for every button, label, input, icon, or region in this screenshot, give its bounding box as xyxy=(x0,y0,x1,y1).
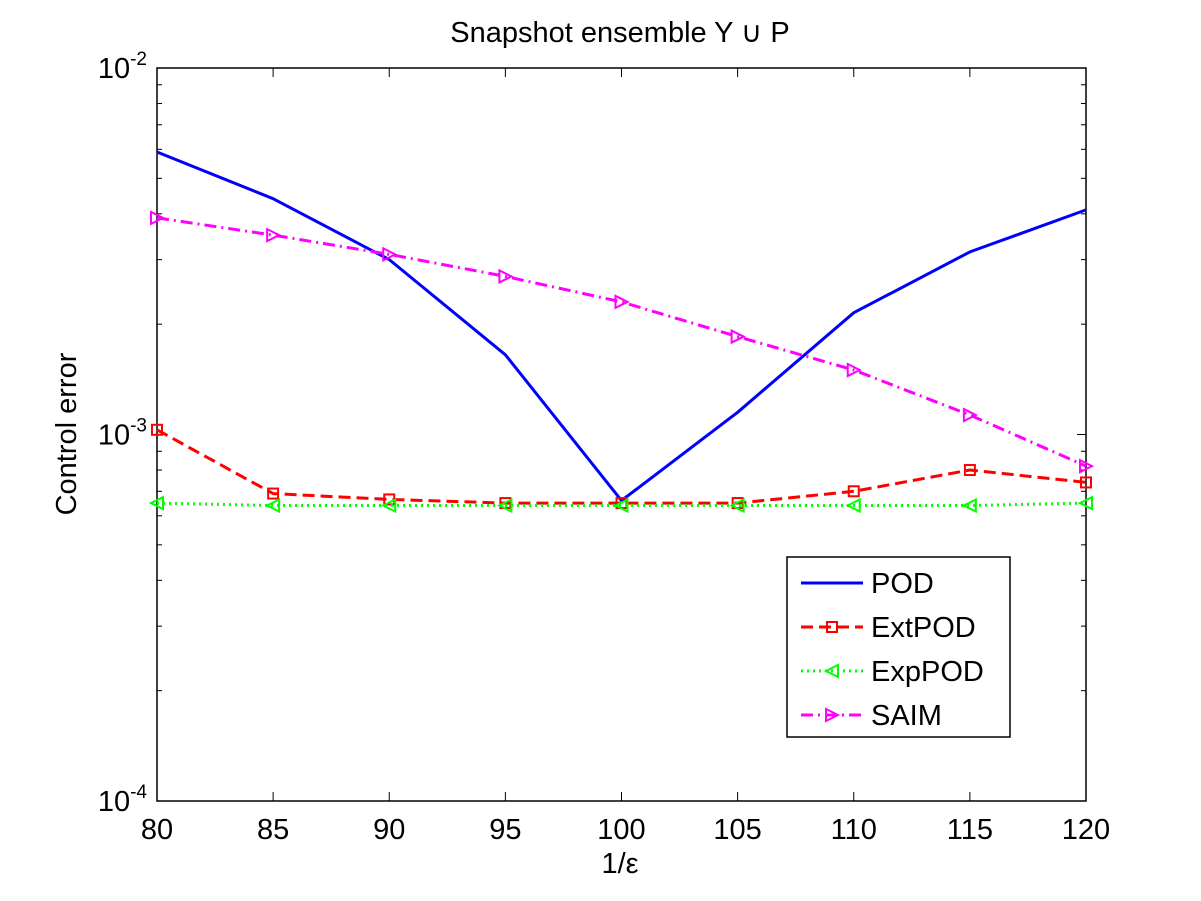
x-tick-label: 120 xyxy=(1062,814,1110,846)
axis-ticks: 80 85 90 95 100 105 110 115 120 10-4 10-3 10-2 xyxy=(98,49,1110,846)
legend-label-extpod: ExtPOD xyxy=(871,612,976,644)
legend-entry-extpod: ExtPOD xyxy=(801,612,976,644)
data-point-saim xyxy=(1079,458,1095,474)
legend-marker-exppod xyxy=(823,663,839,679)
x-tick-label: 105 xyxy=(713,814,761,846)
data-point-extpod xyxy=(267,487,280,500)
data-point-exppod xyxy=(497,497,513,514)
y-axis-label: Control error xyxy=(51,352,83,515)
data-point-exppod xyxy=(845,497,861,514)
data-point-exppod xyxy=(148,495,164,511)
data-point-extpod xyxy=(151,423,163,436)
x-axis-label: 1/ε xyxy=(601,848,638,880)
legend-entry-pod: POD xyxy=(801,568,934,600)
series-line-extpod xyxy=(156,428,1087,505)
data-point-saim xyxy=(730,328,746,345)
series-exppod xyxy=(148,495,1093,514)
data-point-exppod xyxy=(1077,495,1093,511)
data-point-saim xyxy=(962,407,979,423)
legend-label-pod: POD xyxy=(871,568,934,600)
x-tick-label: 90 xyxy=(373,814,405,846)
legend: POD ExtPOD ExpPOD SAIM xyxy=(786,556,1011,738)
series-pod xyxy=(156,150,1087,503)
x-tick-label: 100 xyxy=(597,814,645,846)
legend-marker-saim xyxy=(825,707,841,723)
data-point-exppod xyxy=(264,497,281,514)
legend-label-saim: SAIM xyxy=(871,700,942,732)
legend-box xyxy=(786,556,1011,738)
x-tick-label: 95 xyxy=(489,814,521,846)
data-point-extpod xyxy=(847,485,860,498)
x-tick-label: 80 xyxy=(141,814,173,846)
series-line-pod xyxy=(156,150,1087,503)
data-point-exppod xyxy=(381,497,397,514)
series-saim xyxy=(150,210,1095,474)
data-series xyxy=(148,150,1095,514)
data-point-exppod xyxy=(961,497,977,514)
data-point-extpod xyxy=(1080,476,1092,489)
data-point-exppod xyxy=(613,497,629,514)
x-tick-label: 85 xyxy=(257,814,289,846)
y-tick-label: 10-2 xyxy=(98,49,147,85)
x-tick-label: 115 xyxy=(947,814,993,846)
data-point-saim xyxy=(846,362,862,378)
data-point-saim xyxy=(382,246,398,263)
series-line-exppod xyxy=(156,501,1087,507)
x-tick-label: 110 xyxy=(831,814,877,846)
data-point-saim xyxy=(498,268,514,285)
series-line-saim xyxy=(156,216,1087,468)
y-tick-label: 10-4 xyxy=(98,782,148,818)
data-point-saim xyxy=(150,210,166,226)
y-tick-label: 10-3 xyxy=(98,416,147,452)
legend-entry-exppod: ExpPOD xyxy=(801,656,984,688)
data-point-saim xyxy=(614,294,630,310)
data-point-exppod xyxy=(729,497,745,514)
chart-title: Snapshot ensemble Y ∪ P xyxy=(450,17,789,49)
legend-label-exppod: ExpPOD xyxy=(871,656,984,688)
data-point-saim xyxy=(266,227,282,243)
legend-entry-saim: SAIM xyxy=(801,700,942,732)
legend-marker-extpod xyxy=(826,621,838,633)
data-point-extpod xyxy=(963,464,976,477)
